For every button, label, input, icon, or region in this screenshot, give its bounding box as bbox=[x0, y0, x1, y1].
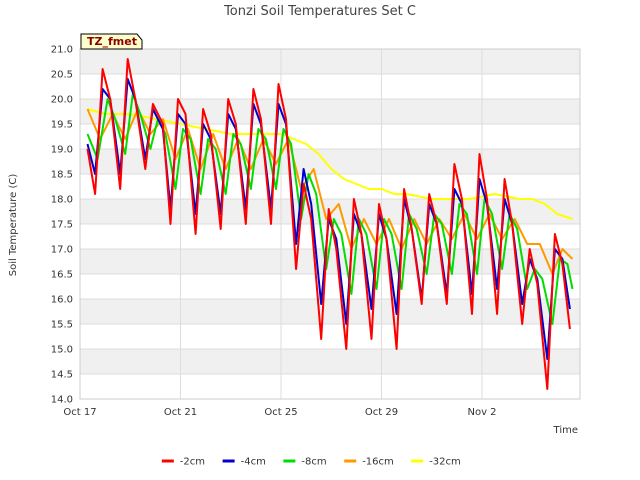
y-tick-label: 14.0 bbox=[51, 395, 73, 406]
x-tick-label: Oct 17 bbox=[63, 407, 96, 418]
x-axis-label: Time bbox=[553, 425, 578, 436]
grid-band bbox=[80, 49, 580, 74]
x-tick-label: Oct 29 bbox=[365, 407, 398, 418]
series-line bbox=[86, 108, 574, 275]
y-tick-labels: 14.0 14.5 15.0 15.5 16.0 16.5 17.0 17.5 18.0 18.5… bbox=[51, 45, 73, 406]
x-tick-labels: Oct 17 Oct 21 Oct 25 Oct 29 Nov 2 bbox=[63, 407, 496, 418]
grid-band bbox=[80, 349, 580, 374]
legend-label: -8cm bbox=[301, 457, 326, 468]
plot-border bbox=[79, 48, 581, 400]
site-tag-box bbox=[80, 33, 143, 50]
legend-label: -16cm bbox=[362, 457, 394, 468]
legend-label: -4cm bbox=[241, 457, 266, 468]
y-tick-label: 16.5 bbox=[51, 270, 73, 281]
series-line bbox=[86, 93, 574, 325]
x-tick-label: Nov 2 bbox=[467, 407, 496, 418]
y-tick-label: 16.0 bbox=[51, 295, 73, 306]
y-tick-label: 14.5 bbox=[51, 370, 73, 381]
x-tick-label: Oct 21 bbox=[164, 407, 197, 418]
y-tick-label: 20.5 bbox=[51, 70, 73, 81]
y-tick-label: 21.0 bbox=[51, 45, 73, 56]
x-tick-label: Oct 25 bbox=[264, 407, 297, 418]
site-tag: TZ_fmet bbox=[80, 33, 143, 50]
legend-label: -2cm bbox=[180, 457, 205, 468]
y-tick-label: 19.5 bbox=[51, 120, 73, 131]
y-tick-label: 17.0 bbox=[51, 245, 73, 256]
y-tick-label: 19.0 bbox=[51, 145, 73, 156]
legend: -2cm -4cm -8cm -16cm -32cm bbox=[161, 457, 461, 468]
grid-band bbox=[80, 299, 580, 324]
y-tick-label: 17.5 bbox=[51, 220, 73, 231]
y-tick-label: 15.5 bbox=[51, 320, 73, 331]
y-tick-label: 15.0 bbox=[51, 345, 73, 356]
y-tick-label: 18.0 bbox=[51, 195, 73, 206]
chart-title: Tonzi Soil Temperatures Set C bbox=[223, 4, 416, 19]
legend-label: -32cm bbox=[429, 457, 461, 468]
y-tick-label: 18.5 bbox=[51, 170, 73, 181]
y-axis-label: Soil Temperature (C) bbox=[8, 174, 19, 277]
grid-band bbox=[80, 249, 580, 274]
series-lines bbox=[86, 58, 574, 390]
grid-band bbox=[80, 149, 580, 174]
site-tag-label: TZ_fmet bbox=[87, 35, 137, 48]
series-line bbox=[86, 58, 571, 390]
y-tick-label: 20.0 bbox=[51, 95, 73, 106]
